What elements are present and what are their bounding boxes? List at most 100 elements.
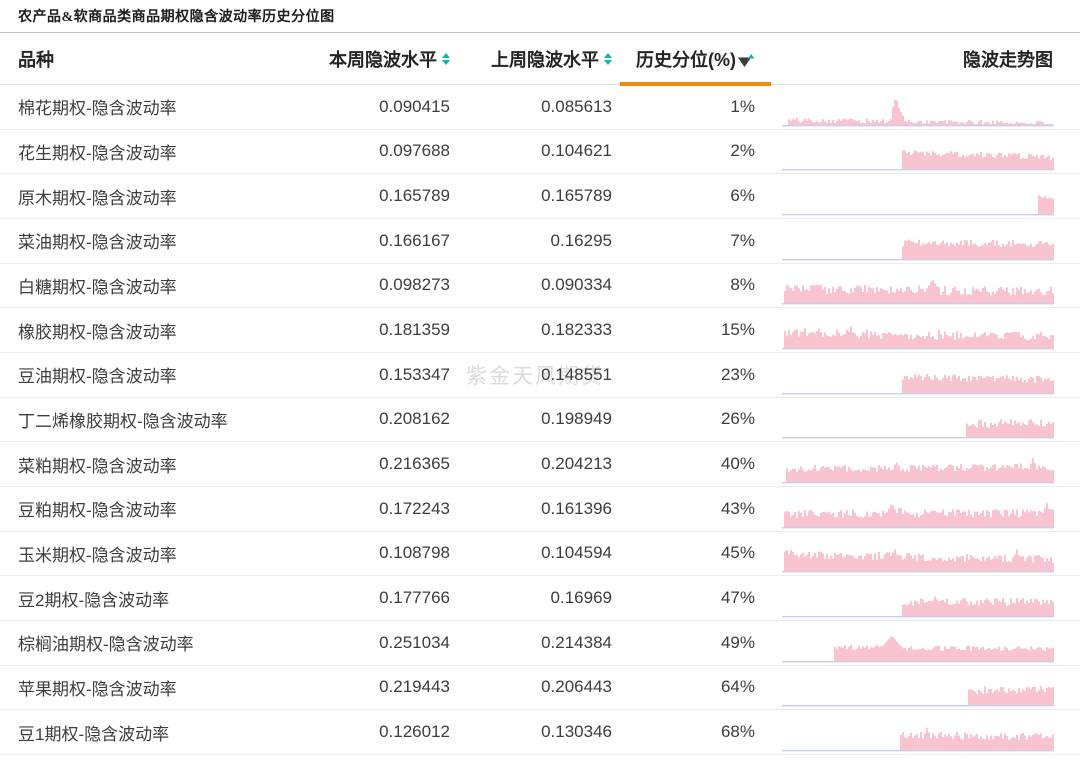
percentile-cell: 68% [620,722,763,742]
last-week-cell: 0.161396 [458,499,620,519]
column-header-trend: 隐波走势图 [763,46,1080,72]
table-row: 橡胶期权-隐含波动率 0.181359 0.182333 15% [0,308,1080,353]
variety-cell: 豆油期权-隐含波动率 [0,362,310,387]
column-header-last-week[interactable]: 上周隐波水平 [458,46,620,72]
this-week-value: 0.126012 [379,722,450,742]
column-header-variety: 品种 [0,46,310,72]
percentile-cell: 64% [620,677,763,697]
percentile-cell: 15% [620,320,763,340]
variety-cell: 原木期权-隐含波动率 [0,184,310,209]
variety-cell: 豆2期权-隐含波动率 [0,586,310,611]
sparkline-chart [782,150,1054,171]
variety-label: 橡胶期权-隐含波动率 [18,322,177,342]
percentile-cell: 8% [620,275,763,295]
sort-icon[interactable] [604,52,612,65]
this-week-cell: 0.166167 [310,231,458,251]
trend-cell [763,130,1080,172]
page-title: 农产品&软商品类商品期权隐含波动率历史分位图 [18,10,335,25]
variety-cell: 菜油期权-隐含波动率 [0,228,310,253]
variety-label: 豆2期权-隐含波动率 [18,590,170,610]
this-week-cell: 0.097688 [310,141,458,161]
variety-label: 棕榈油期权-隐含波动率 [18,635,194,655]
trend-cell [763,309,1080,351]
this-week-value: 0.251034 [379,632,450,652]
variety-cell: 豆粕期权-隐含波动率 [0,496,310,521]
this-week-cell: 0.165789 [310,186,458,206]
percentile-value: 49% [720,632,755,652]
sparkline-chart [782,686,1054,707]
sparkline-chart [782,419,1054,439]
percentile-value: 45% [720,543,755,563]
sparkline-chart [782,636,1054,663]
last-week-cell: 0.16295 [458,231,620,251]
column-header-variety-label: 品种 [18,49,54,70]
trend-cell [763,443,1080,485]
last-week-cell: 0.090334 [458,275,620,295]
last-week-value: 0.16295 [550,230,612,250]
sparkline-chart [782,596,1054,618]
this-week-cell: 0.181359 [310,320,458,340]
table-row: 花生期权-隐含波动率 0.097688 0.104621 2% [0,130,1080,175]
percentile-value: 64% [720,677,755,697]
this-week-cell: 0.177766 [310,588,458,608]
last-week-value: 0.206443 [541,677,612,697]
table-header: 品种 本周隐波水平 上周隐波水平 历史分位(%) 隐波走势图 [0,33,1080,86]
variety-label: 花生期权-隐含波动率 [18,143,177,163]
table-row: 豆油期权-隐含波动率 0.153347 0.148551 23% [0,353,1080,398]
percentile-value: 26% [720,409,755,429]
variety-label: 白糖期权-隐含波动率 [18,277,177,297]
percentile-value: 40% [720,454,755,474]
active-sort-underline [620,82,771,86]
this-week-cell: 0.251034 [310,633,458,653]
this-week-cell: 0.216365 [310,454,458,474]
last-week-cell: 0.148551 [458,365,620,385]
this-week-value: 0.153347 [379,364,450,384]
column-header-this-week[interactable]: 本周隐波水平 [310,46,458,72]
last-week-value: 0.214384 [541,632,612,652]
trend-cell [763,488,1080,530]
sort-icon[interactable] [442,52,450,65]
table-row: 豆粕期权-隐含波动率 0.172243 0.161396 43% [0,487,1080,532]
variety-cell: 白糖期权-隐含波动率 [0,273,310,298]
variety-label: 菜粕期权-隐含波动率 [18,456,177,476]
trend-cell [763,398,1080,440]
percentile-value: 2% [730,141,755,161]
variety-label: 棉花期权-隐含波动率 [18,99,177,119]
filter-sort-icon[interactable] [738,53,755,68]
percentile-value: 6% [730,186,755,206]
this-week-value: 0.216365 [379,454,450,474]
this-week-value: 0.166167 [379,230,450,250]
last-week-value: 0.198949 [541,409,612,429]
trend-cell [763,622,1080,664]
percentile-value: 1% [730,96,755,116]
percentile-cell: 47% [620,588,763,608]
table-row: 原木期权-隐含波动率 0.165789 0.165789 6% [0,174,1080,219]
variety-label: 豆1期权-隐含波动率 [18,724,170,744]
sparkline-chart [782,280,1054,305]
last-week-cell: 0.16969 [458,588,620,608]
last-week-value: 0.165789 [541,186,612,206]
table-row: 豆2期权-隐含波动率 0.177766 0.16969 47% [0,576,1080,621]
trend-cell [763,577,1080,619]
percentile-value: 68% [720,722,755,742]
sparkline-chart [782,373,1054,395]
sparkline-chart [782,727,1054,752]
percentile-cell: 7% [620,231,763,251]
last-week-value: 0.085613 [541,96,612,116]
sparkline-chart [782,99,1054,127]
variety-label: 豆油期权-隐含波动率 [18,367,177,387]
last-week-cell: 0.130346 [458,722,620,742]
column-header-percentile[interactable]: 历史分位(%) [620,46,763,72]
trend-cell [763,354,1080,396]
this-week-cell: 0.126012 [310,722,458,742]
last-week-cell: 0.204213 [458,454,620,474]
table-row: 苹果期权-隐含波动率 0.219443 0.206443 64% [0,666,1080,711]
last-week-value: 0.148551 [541,364,612,384]
last-week-value: 0.161396 [541,498,612,518]
percentile-cell: 6% [620,186,763,206]
percentile-value: 43% [720,498,755,518]
this-week-cell: 0.108798 [310,543,458,563]
last-week-cell: 0.085613 [458,97,620,117]
this-week-value: 0.177766 [379,588,450,608]
